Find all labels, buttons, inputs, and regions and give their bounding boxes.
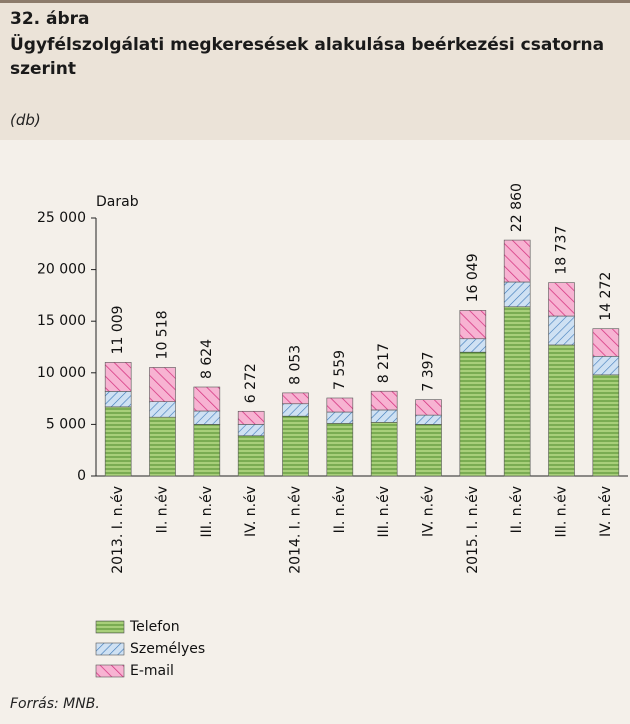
bar-segment — [503, 306, 531, 477]
bar-segment — [237, 410, 265, 425]
x-tick-label: IV. n.év — [421, 486, 437, 537]
bar-segment — [149, 416, 176, 477]
bar-segment — [104, 406, 132, 477]
bar-segment — [149, 401, 176, 418]
total-label: 8 624 — [199, 339, 215, 379]
bar-segment — [282, 415, 309, 477]
y-tick-label: 15 000 — [37, 313, 86, 329]
x-tick-label: III. n.év — [376, 486, 392, 538]
header: 32. ábra Ügyfélszolgálati megkeresések a… — [0, 0, 630, 140]
source: Forrás: MNB. — [10, 696, 100, 712]
legend-swatch — [95, 620, 125, 634]
total-label: 7 397 — [421, 352, 437, 392]
bar-segment — [503, 239, 531, 283]
total-label: 7 559 — [332, 350, 348, 390]
legend-swatch — [95, 642, 125, 656]
total-label: 8 217 — [376, 343, 392, 383]
bar-segment — [237, 424, 265, 437]
x-tick-label: III. n.év — [554, 486, 570, 538]
bar-segment — [415, 424, 442, 477]
total-label: 11 009 — [110, 305, 126, 354]
bar-segment — [415, 399, 442, 416]
total-label: 14 272 — [598, 272, 614, 321]
bar-segment — [370, 422, 398, 477]
bar-segment — [415, 414, 442, 425]
chart-title: Ügyfélszolgálati megkeresések alakulása … — [10, 35, 605, 79]
bar-segment — [503, 281, 531, 308]
bar-segment — [104, 391, 132, 408]
x-tick-label: IV. n.év — [243, 486, 259, 537]
bar-segment — [592, 328, 620, 357]
bar-segment — [459, 310, 487, 340]
bar-segment — [548, 344, 575, 477]
y-tick-label: 10 000 — [37, 365, 86, 381]
y-axis-label: Darab — [96, 194, 139, 210]
legend-label: E-mail — [130, 663, 174, 679]
total-label: 18 737 — [554, 226, 570, 275]
bar-segment — [326, 411, 354, 424]
total-label: 16 049 — [465, 253, 481, 302]
y-tick-label: 20 000 — [37, 262, 86, 278]
bar-segment — [459, 338, 487, 353]
bar-segment — [459, 351, 487, 477]
bar-segment — [193, 424, 221, 477]
x-tick-label: II. n.év — [332, 486, 348, 533]
bar-segment — [326, 397, 354, 413]
y-tick-label: 5 000 — [46, 416, 86, 432]
x-tick-label: 2015. I. n.év — [465, 486, 481, 574]
bar-segment — [592, 355, 620, 376]
total-label: 8 053 — [288, 345, 304, 385]
total-label: 6 272 — [243, 363, 259, 403]
bar-segment — [104, 362, 132, 392]
x-tick-label: 2014. I. n.év — [288, 486, 304, 574]
x-tick-label: IV. n.év — [598, 486, 614, 537]
x-tick-label: II. n.év — [509, 486, 525, 533]
bar-segment — [282, 403, 309, 417]
legend-label: Telefon — [129, 619, 180, 635]
bar-segment — [326, 423, 354, 477]
bar-segment — [592, 374, 620, 477]
bar-segment — [149, 367, 176, 402]
bar-segment — [237, 435, 265, 477]
figure-number: 32. ábra — [10, 9, 90, 29]
total-label: 10 518 — [155, 310, 171, 359]
bar-segment — [548, 315, 575, 346]
total-label: 22 860 — [509, 183, 525, 232]
x-tick-label: II. n.év — [155, 486, 171, 533]
legend-swatch — [95, 664, 125, 678]
legend-label: Személyes — [130, 641, 205, 657]
bar-segment — [370, 409, 398, 423]
x-tick-label: 2013. I. n.év — [110, 486, 126, 574]
y-tick-label: 25 000 — [37, 210, 86, 226]
bar-segment — [548, 282, 575, 317]
bar-segment — [282, 392, 309, 405]
x-tick-label: III. n.év — [199, 486, 215, 538]
bar-segment — [193, 410, 221, 425]
subtitle: (db) — [10, 111, 41, 129]
y-tick-label: 0 — [77, 468, 86, 484]
bar-segment — [370, 390, 398, 411]
bar-segment — [193, 386, 221, 412]
